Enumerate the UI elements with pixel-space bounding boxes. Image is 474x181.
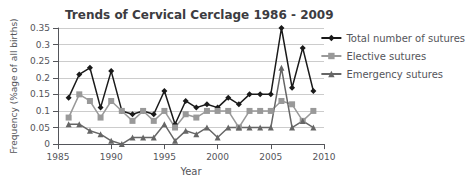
svg-text:0: 0	[44, 139, 50, 149]
svg-text:0.1: 0.1	[36, 106, 50, 116]
svg-text:1990: 1990	[100, 152, 123, 162]
svg-text:Total number of sutures: Total number of sutures	[345, 33, 465, 44]
svg-text:Trends of Cervical Cerclage 19: Trends of Cervical Cerclage 1986 - 2009	[65, 8, 334, 22]
svg-text:Frequency (%age of all births): Frequency (%age of all births)	[9, 18, 19, 153]
svg-text:2000: 2000	[206, 152, 229, 162]
svg-text:0.15: 0.15	[30, 89, 50, 99]
svg-text:2010: 2010	[313, 152, 336, 162]
svg-text:Emergency sutures: Emergency sutures	[346, 69, 443, 80]
svg-text:0.2: 0.2	[36, 73, 50, 83]
svg-text:Elective sutures: Elective sutures	[346, 51, 426, 62]
svg-text:1995: 1995	[153, 152, 176, 162]
svg-text:0.25: 0.25	[30, 56, 50, 66]
svg-text:0.35: 0.35	[30, 23, 50, 33]
svg-text:0.05: 0.05	[30, 123, 50, 133]
svg-text:1985: 1985	[47, 152, 70, 162]
svg-text:0.3: 0.3	[36, 40, 50, 50]
svg-text:Year: Year	[179, 166, 202, 177]
svg-text:2005: 2005	[259, 152, 282, 162]
